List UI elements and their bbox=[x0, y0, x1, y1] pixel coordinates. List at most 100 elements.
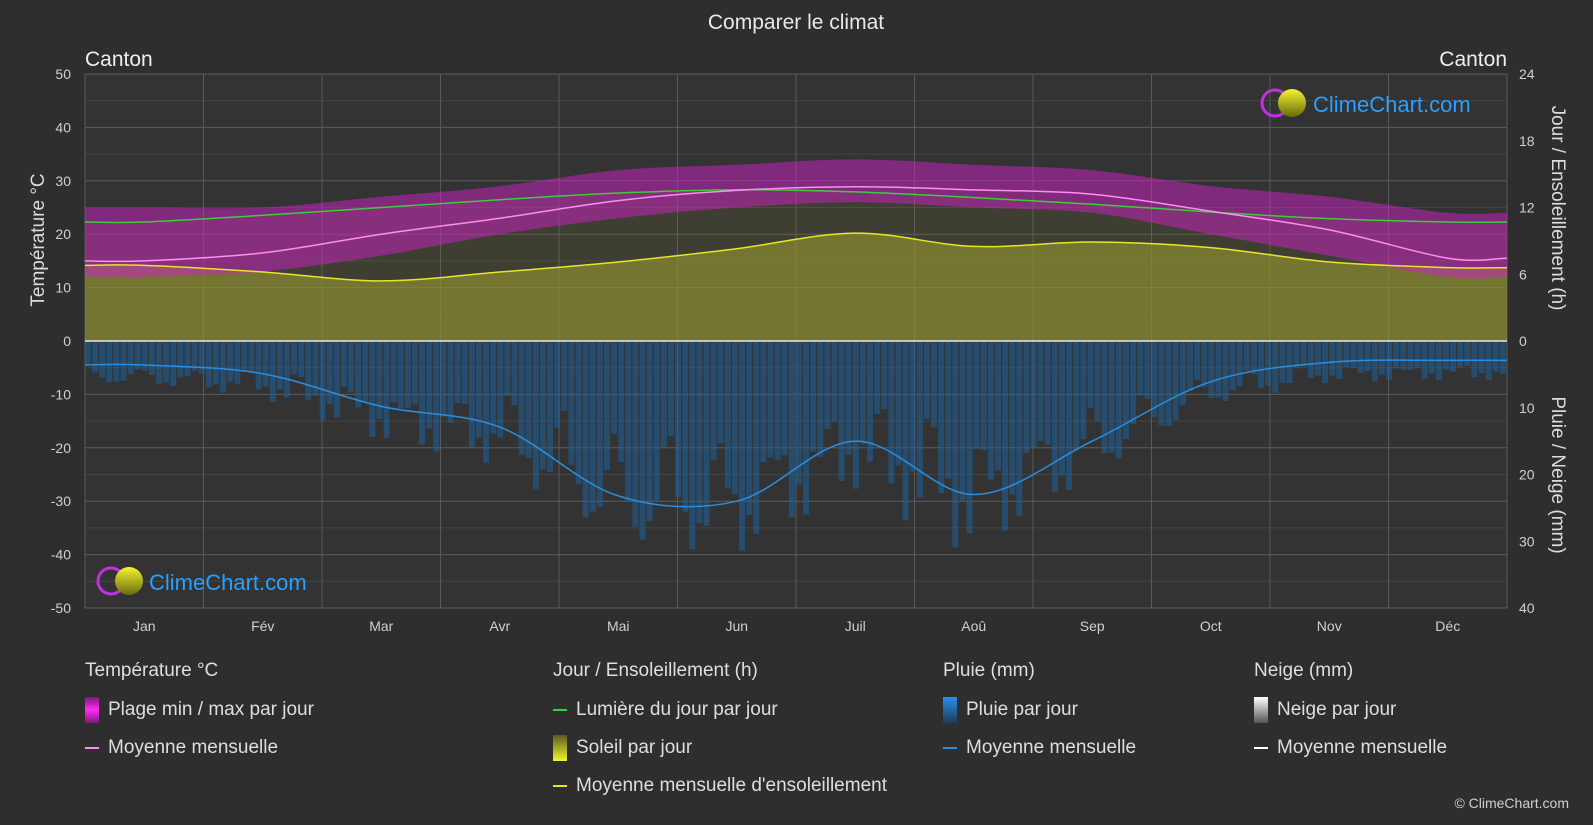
rain-bar bbox=[340, 341, 347, 388]
y-tick-label-right-top: 12 bbox=[1519, 200, 1535, 216]
rain-bar bbox=[156, 341, 163, 384]
rain-bar bbox=[1457, 341, 1464, 368]
swatch-sunshine bbox=[553, 735, 567, 761]
legend-label: Pluie par jour bbox=[966, 699, 1078, 720]
y-tick-label-left: 20 bbox=[55, 226, 71, 242]
sunshine-area-fill bbox=[85, 233, 1507, 341]
y-tick-label-right-top: 0 bbox=[1519, 333, 1527, 349]
legend-label: Moyenne mensuelle bbox=[966, 737, 1137, 758]
rain-bar bbox=[504, 341, 511, 396]
rain-bar bbox=[291, 341, 298, 375]
rain-bar bbox=[312, 341, 319, 396]
rain-bar bbox=[383, 341, 390, 438]
y-tick-label-right-top: 24 bbox=[1519, 66, 1535, 82]
series-lines bbox=[84, 185, 1508, 508]
rain-bar bbox=[454, 341, 461, 404]
rain-bar bbox=[1108, 341, 1115, 453]
rain-bar bbox=[433, 341, 440, 452]
rain-bar bbox=[703, 341, 710, 526]
rain-bar bbox=[1414, 341, 1421, 369]
legend-item-rain-mean: Moyenne mensuelle bbox=[943, 737, 1136, 759]
temp-range-fill bbox=[85, 159, 1507, 279]
legend-sun-title: Jour / Ensoleillement (h) bbox=[553, 660, 758, 681]
y-tick-label-right-bottom: 40 bbox=[1519, 600, 1535, 616]
swatch-sunshine-mean bbox=[553, 785, 567, 787]
x-tick-label: Nov bbox=[1317, 618, 1342, 634]
rain-bar bbox=[468, 341, 475, 448]
rain-bar bbox=[85, 341, 91, 366]
rain-bar bbox=[1464, 341, 1471, 366]
logo-top: ClimeChart.com bbox=[1260, 88, 1471, 118]
rain-bar bbox=[269, 341, 276, 402]
rain-bar bbox=[234, 341, 241, 384]
legend-item-snow: Neige par jour bbox=[1254, 697, 1447, 723]
rain-bar bbox=[653, 341, 660, 502]
rain-bar bbox=[767, 341, 774, 458]
rain-bar bbox=[973, 341, 980, 449]
legend-label: Lumière du jour par jour bbox=[576, 699, 778, 720]
x-tick-label: Sep bbox=[1080, 618, 1105, 634]
sunshine-mean-line bbox=[84, 232, 1508, 282]
rain-bar bbox=[724, 341, 731, 489]
y-tick-label-left: -50 bbox=[51, 600, 71, 616]
legend-snow-title: Neige (mm) bbox=[1254, 660, 1354, 681]
rain-bar bbox=[1272, 341, 1279, 393]
rain-bar bbox=[447, 341, 454, 423]
rain-bar bbox=[867, 341, 874, 462]
rain-bar bbox=[1400, 341, 1407, 370]
temp-mean-line bbox=[84, 185, 1508, 263]
legend-item-sunshine: Soleil par jour bbox=[553, 735, 887, 761]
legend-label: Moyenne mensuelle bbox=[108, 737, 279, 758]
rain-bar bbox=[547, 341, 554, 473]
rain-bar bbox=[1179, 341, 1186, 405]
y-tick-label-left: -40 bbox=[51, 547, 71, 563]
y-tick-label-left: 0 bbox=[63, 333, 71, 349]
rain-bar bbox=[177, 341, 184, 378]
rain-bar bbox=[1144, 341, 1151, 400]
y-tick-label-right-bottom: 10 bbox=[1519, 400, 1535, 416]
rain-bar bbox=[1343, 341, 1350, 368]
y-tick-label-left: 30 bbox=[55, 173, 71, 189]
rain-bar bbox=[575, 341, 582, 485]
rain-bar bbox=[1130, 341, 1137, 425]
y-tick-label-right-top: 6 bbox=[1519, 266, 1527, 282]
rain-bar bbox=[774, 341, 781, 460]
rain-bar bbox=[483, 341, 490, 463]
y-tick-label-left: -20 bbox=[51, 440, 71, 456]
swatch-rain-mean bbox=[943, 747, 957, 749]
rain-bar bbox=[1016, 341, 1023, 517]
rain-bar bbox=[525, 341, 532, 458]
x-tick-label: Avr bbox=[489, 618, 510, 634]
rain-bar bbox=[205, 341, 212, 388]
rain-bar bbox=[888, 341, 895, 484]
rain-bar bbox=[881, 341, 888, 410]
swatch-snow bbox=[1254, 697, 1268, 723]
rain-bar bbox=[532, 341, 539, 490]
rain-bar bbox=[568, 341, 575, 465]
y-tick-label-left: -10 bbox=[51, 386, 71, 402]
rain-bar bbox=[902, 341, 909, 521]
rain-bar bbox=[945, 341, 952, 479]
rain-bar bbox=[333, 341, 340, 418]
rain-bar bbox=[1478, 341, 1485, 374]
rain-bar bbox=[212, 341, 219, 385]
rain-bar bbox=[106, 341, 113, 383]
rain-bar bbox=[732, 341, 738, 495]
rain-bar bbox=[426, 341, 433, 429]
rain-bar bbox=[461, 341, 468, 404]
rain-bar bbox=[1066, 341, 1073, 490]
rain-bar bbox=[675, 341, 682, 497]
rain-bar bbox=[1265, 341, 1272, 386]
rain-bar bbox=[660, 341, 667, 448]
legend-label: Moyenne mensuelle d'ensoleillement bbox=[576, 775, 887, 796]
rain-bar bbox=[1051, 341, 1058, 492]
rain-bar bbox=[788, 341, 795, 518]
rain-bar bbox=[717, 341, 724, 443]
rain-bar bbox=[141, 341, 148, 371]
x-tick-label: Fév bbox=[251, 618, 274, 634]
rain-bar bbox=[163, 341, 170, 383]
rain-bar bbox=[404, 341, 411, 409]
rain-bar bbox=[980, 341, 987, 451]
rain-bar bbox=[134, 341, 141, 370]
